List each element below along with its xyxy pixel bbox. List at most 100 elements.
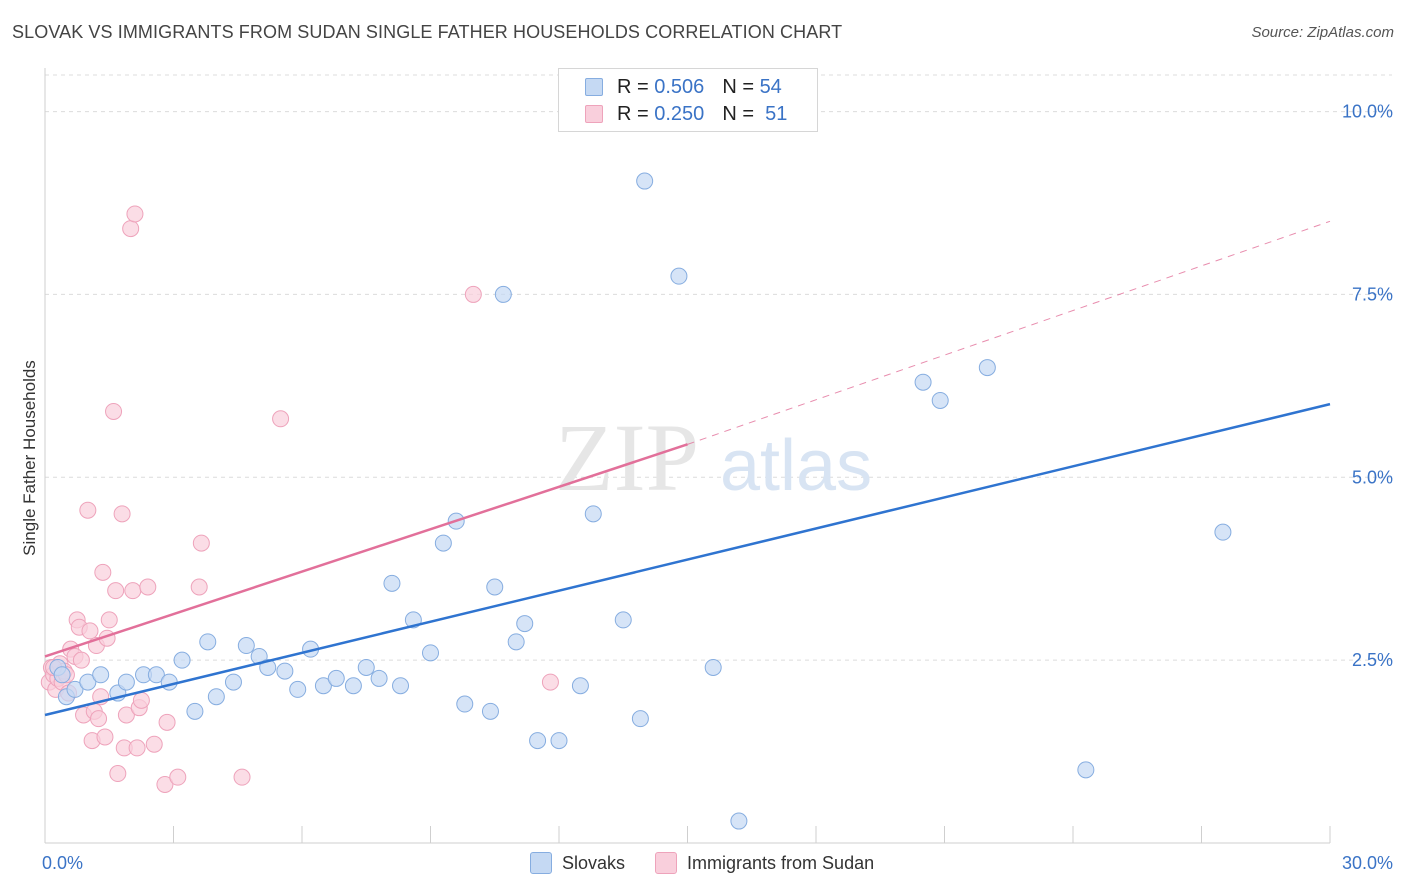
chart-title: SLOVAK VS IMMIGRANTS FROM SUDAN SINGLE F… [12, 22, 843, 42]
point-slovaks [370, 669, 388, 687]
point-sudan [156, 775, 174, 793]
legend-swatch-sudan [655, 852, 678, 874]
point-slovaks [289, 680, 307, 698]
source-credit: Source: ZipAtlas.com [1251, 24, 1394, 41]
point-sudan [72, 651, 90, 669]
point-sudan [94, 563, 112, 581]
x-tick-label: 30.0% [1342, 853, 1393, 873]
point-slovaks [259, 658, 277, 676]
point-sudan [272, 410, 290, 428]
point-slovaks [92, 666, 110, 684]
point-slovaks [481, 702, 499, 720]
point-slovaks [529, 732, 547, 750]
point-slovaks [422, 644, 439, 662]
point-slovaks [584, 505, 602, 523]
point-sudan [90, 710, 108, 728]
point-slovaks [237, 637, 255, 655]
point-sudan [192, 534, 210, 552]
y-tick-label: 2.5% [1352, 650, 1393, 670]
point-slovaks [207, 688, 225, 706]
point-slovaks [614, 611, 632, 629]
point-sudan [96, 728, 114, 746]
correlation-legend: R = 0.506 N = 54 R = 0.250 N = 51 [558, 68, 818, 132]
legend-item-slovaks: Slovaks [530, 852, 625, 874]
point-sudan [541, 673, 559, 691]
point-slovaks [199, 633, 217, 651]
point-sudan [122, 220, 140, 238]
point-slovaks [117, 673, 135, 691]
point-sudan [233, 768, 251, 786]
legend-n-value: 54 [759, 75, 782, 98]
y-tick-label: 7.5% [1352, 284, 1393, 304]
point-slovaks [631, 710, 649, 728]
point-slovaks [344, 677, 362, 695]
point-sudan [107, 582, 125, 600]
legend-r-label: R = [617, 102, 649, 125]
legend-label-slovaks: Slovaks [562, 852, 626, 873]
legend-r-value: 0.250 [654, 102, 705, 125]
point-sudan [464, 285, 482, 303]
legend-r-label: R = [617, 75, 649, 98]
point-sudan [105, 402, 123, 420]
watermark-atlas: atlas [720, 426, 872, 506]
point-slovaks [224, 673, 242, 691]
point-sudan [126, 205, 144, 223]
point-slovaks [79, 673, 97, 691]
point-slovaks [456, 695, 474, 713]
point-sudan [117, 706, 135, 724]
point-slovaks [383, 574, 401, 592]
legend-row-slovaks: R = 0.506 N = 54 [585, 75, 782, 99]
point-slovaks [186, 702, 204, 720]
point-slovaks [516, 615, 534, 633]
tick-labels: 2.5% 5.0% 7.5% 10.0% 0.0% 30.0% [42, 102, 1393, 873]
point-sudan [145, 735, 163, 753]
point-slovaks [914, 373, 932, 391]
x-tick-label: 0.0% [42, 853, 83, 873]
point-slovaks [53, 666, 71, 684]
point-sudan [139, 578, 157, 596]
trend-lines [44, 220, 1331, 717]
point-slovaks [730, 812, 748, 830]
point-slovaks [434, 534, 452, 552]
y-tick-label: 5.0% [1352, 467, 1393, 487]
point-sudan [124, 582, 142, 600]
point-slovaks [670, 267, 688, 285]
trendline-sudan [44, 443, 688, 658]
point-sudan [158, 713, 176, 731]
y-tick-label: 10.0% [1342, 102, 1393, 122]
point-slovaks [978, 359, 996, 377]
legend-swatch-sudan [585, 105, 603, 123]
point-slovaks [636, 172, 654, 190]
point-sudan [113, 505, 131, 523]
point-sudan [169, 768, 187, 786]
point-sudan [81, 622, 99, 640]
watermark-zip: ZIP [555, 404, 699, 511]
legend-label-sudan: Immigrants from Sudan [687, 852, 875, 873]
point-sudan [100, 611, 118, 629]
legend-swatch-slovaks [585, 78, 603, 96]
point-slovaks [160, 673, 178, 691]
watermark: ZIP atlas [555, 404, 872, 511]
legend-n-label: N = [722, 102, 754, 125]
point-slovaks [1214, 523, 1232, 541]
legend-swatch-slovaks [530, 852, 552, 874]
point-slovaks [276, 662, 294, 680]
point-slovaks [327, 669, 345, 687]
point-slovaks [357, 658, 375, 676]
point-slovaks [1077, 761, 1095, 779]
point-sudan [190, 578, 208, 596]
point-slovaks [314, 677, 332, 695]
point-slovaks [571, 677, 589, 695]
point-sudan [132, 691, 150, 709]
series-legend: Slovaks Immigrants from Sudan [530, 852, 904, 874]
trendline-slovaks [44, 402, 1331, 717]
point-sudan [128, 739, 146, 757]
point-slovaks [147, 666, 165, 684]
point-slovaks [704, 658, 722, 676]
point-sudan [109, 765, 127, 783]
point-slovaks [173, 651, 191, 669]
legend-n-value: 51 [765, 102, 788, 125]
series-slovaks-points [49, 172, 1232, 830]
grid-lines [45, 74, 1392, 661]
